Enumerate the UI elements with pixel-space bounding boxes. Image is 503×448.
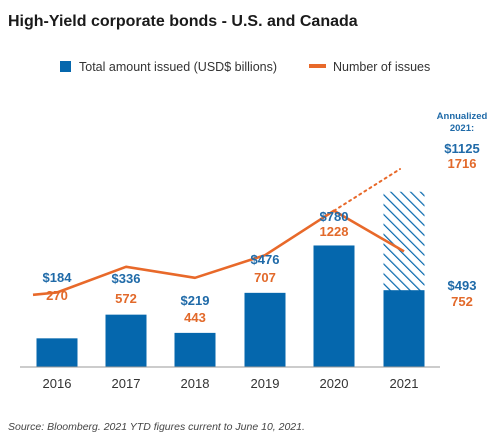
annualized-amount-label: $1125 bbox=[444, 141, 479, 156]
legend-swatch-amount bbox=[60, 61, 71, 72]
amount-label-2018: $219 bbox=[181, 293, 210, 308]
amount-label-2021: $493 bbox=[448, 278, 477, 293]
amount-label-2017: $336 bbox=[112, 271, 141, 286]
amount-label-2016: $184 bbox=[43, 270, 73, 285]
x-tick-2017: 2017 bbox=[112, 376, 141, 391]
annualized-label-part2: 2021: bbox=[450, 123, 474, 134]
chart-title: High-Yield corporate bonds - U.S. and Ca… bbox=[8, 13, 358, 30]
annualized-count-label: 1716 bbox=[448, 156, 477, 171]
annualized-label-line2: 2021: bbox=[450, 123, 474, 134]
count-label-2020: 1228 bbox=[320, 224, 349, 239]
legend-label-count: Number of issues bbox=[333, 60, 430, 74]
line-group bbox=[32, 168, 405, 297]
legend-swatch-count bbox=[309, 64, 326, 68]
legend-label-amount: Total amount issued (USD$ billions) bbox=[79, 60, 277, 74]
annualized-label-part1: Annualized bbox=[437, 111, 488, 122]
count-label-2021: 752 bbox=[451, 294, 473, 309]
annualized-projection-line bbox=[333, 168, 401, 212]
legend: Total amount issued (USD$ billions) Numb… bbox=[60, 60, 430, 74]
bar-2018 bbox=[174, 332, 216, 367]
count-label-2019: 707 bbox=[254, 270, 276, 285]
bar-2017 bbox=[105, 314, 147, 367]
annualized-annotation: Annualized 2021: $1125 1716 bbox=[437, 111, 488, 171]
bar-2019 bbox=[244, 292, 286, 367]
amount-label-2020: $780 bbox=[320, 209, 349, 224]
bars-group bbox=[36, 191, 425, 367]
x-tick-2021: 2021 bbox=[390, 376, 419, 391]
x-tick-2019: 2019 bbox=[251, 376, 280, 391]
bar-2021 bbox=[383, 290, 425, 367]
bar-2020 bbox=[313, 245, 355, 367]
x-tick-labels: 2016 2017 2018 2019 2020 2021 bbox=[43, 376, 419, 391]
annualized-label-line1: Annualized bbox=[437, 111, 488, 122]
source-note: Source: Bloomberg. 2021 YTD figures curr… bbox=[8, 421, 305, 433]
count-label-2016: 270 bbox=[46, 288, 68, 303]
bar-2016 bbox=[36, 338, 78, 367]
x-tick-2018: 2018 bbox=[181, 376, 210, 391]
x-tick-2020: 2020 bbox=[320, 376, 349, 391]
count-label-2018: 443 bbox=[184, 310, 206, 325]
x-tick-2016: 2016 bbox=[43, 376, 72, 391]
count-label-2017: 572 bbox=[115, 291, 137, 306]
amount-label-2019: $476 bbox=[251, 252, 280, 267]
